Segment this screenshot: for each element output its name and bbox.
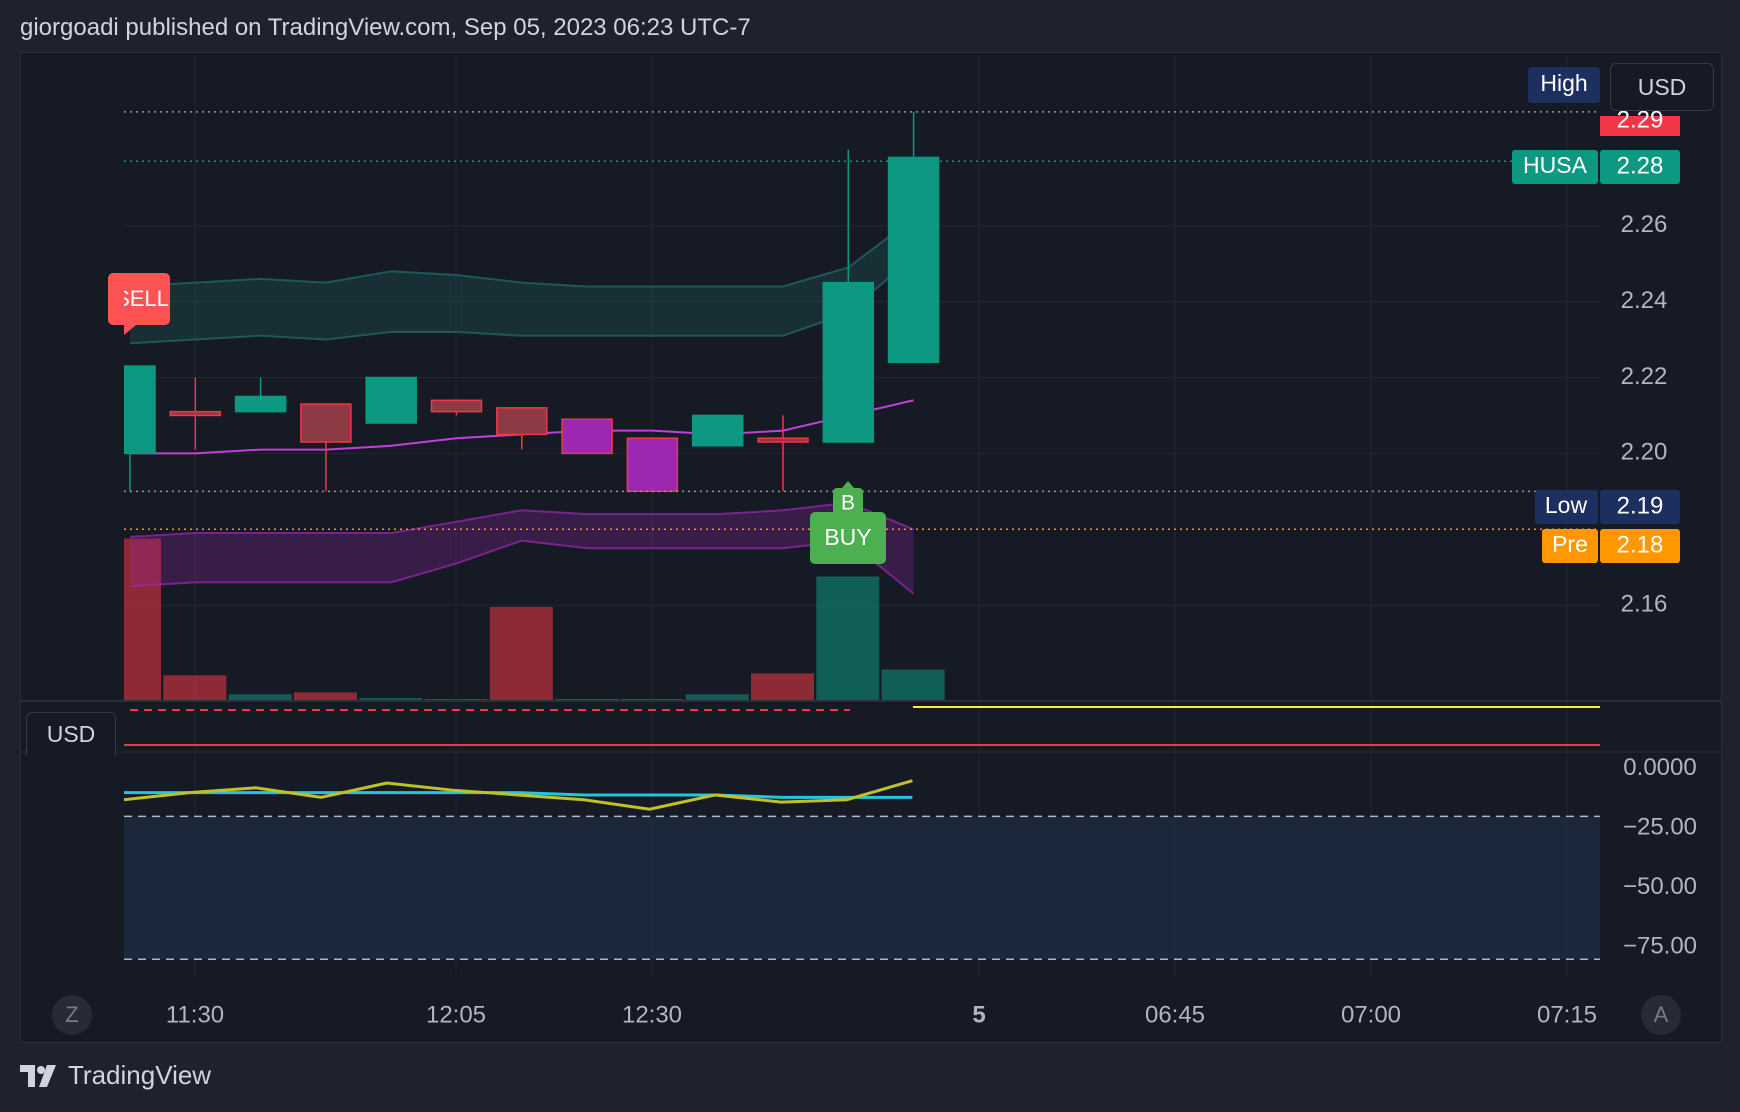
buy-signal-badge — [810, 512, 886, 564]
upper-band-fill — [130, 218, 914, 344]
last-price-badge — [1600, 150, 1680, 184]
upper-band-top — [129, 217, 915, 288]
sell-signal-pointer — [124, 325, 136, 335]
zoom-button[interactable]: Z — [52, 995, 92, 1035]
time-axis-label: 12:30 — [622, 1001, 682, 1028]
symbol-badge — [1512, 150, 1598, 184]
volume-bar — [293, 692, 357, 700]
candle-body — [887, 156, 940, 364]
lower-band-bottom — [129, 539, 915, 595]
upper-band-bottom — [129, 255, 915, 345]
candle-body — [626, 437, 679, 493]
buy-signal-label: BUY — [824, 524, 871, 550]
oscillator-tick-label: −50.00 — [1623, 873, 1697, 900]
time-axis-label: 11:30 — [166, 1001, 224, 1028]
volume-bar — [685, 694, 749, 700]
candle-body — [561, 418, 613, 455]
price-tick-label: 2.24 — [1621, 287, 1668, 314]
auto-scale-button[interactable]: A — [1641, 995, 1681, 1035]
oscillator-yellow-line — [123, 779, 913, 811]
low-value-badge — [1600, 490, 1680, 524]
tradingview-logo-icon — [20, 1064, 56, 1087]
volume-bar — [228, 694, 292, 700]
lower-band-fill — [130, 502, 914, 594]
last-price-label: 2.28 — [1617, 152, 1664, 179]
price-tick-label: 2.20 — [1621, 439, 1668, 466]
candle-body — [757, 437, 809, 443]
low-label: Low — [1545, 492, 1588, 518]
price-tick-label: 2.26 — [1621, 211, 1668, 238]
publisher-attribution: giorgoadi published on TradingView.com, … — [20, 14, 751, 41]
oscillator-cyan-line — [124, 791, 913, 799]
symbol-label: HUSA — [1523, 152, 1588, 178]
sell-signal-label: SELL — [115, 286, 169, 311]
oscillator-zone — [124, 816, 1600, 960]
volume-bar — [359, 698, 423, 700]
pre-label-badge — [1542, 529, 1598, 563]
pane-currency-button[interactable]: USD — [26, 712, 116, 756]
currency-button[interactable]: USD — [1610, 63, 1714, 111]
lower-band-top — [129, 501, 914, 538]
volume-bar — [555, 699, 619, 700]
time-axis-label: 12:05 — [426, 1001, 486, 1028]
oscillator-tick-label: 0.0000 — [1623, 754, 1696, 781]
time-axis-label: 06:45 — [1145, 1001, 1205, 1028]
volume-bar — [489, 606, 553, 700]
low-label-badge — [1535, 490, 1598, 524]
volume-bar — [163, 675, 227, 700]
volume-bar — [124, 538, 161, 700]
pre-value-label: 2.18 — [1617, 531, 1664, 558]
time-axis-label: 07:00 — [1341, 1001, 1401, 1028]
time-axis-label: 07:15 — [1537, 1001, 1597, 1028]
candle-body — [169, 410, 222, 417]
footer: TradingView — [20, 1060, 211, 1091]
buy-short-label: B — [841, 492, 855, 515]
volume-bar — [751, 673, 814, 700]
main-pane — [124, 111, 945, 700]
candle-body — [430, 399, 483, 413]
low-value-label: 2.19 — [1617, 492, 1664, 519]
high-label: High — [1540, 70, 1587, 96]
buy-short-pointer — [842, 481, 854, 488]
volume-bar — [424, 699, 488, 700]
price-tick-label: 2.16 — [1621, 590, 1668, 617]
pre-label: Pre — [1552, 531, 1588, 557]
candle-body — [691, 414, 744, 447]
candle-body — [124, 365, 156, 455]
pre-value-badge — [1600, 529, 1680, 563]
volume-bar — [620, 699, 684, 700]
volume-bar — [816, 576, 880, 700]
candle-body — [496, 407, 548, 436]
oscillator-tick-label: −25.00 — [1623, 814, 1697, 841]
oscillator-tick-label: −75.00 — [1623, 933, 1697, 960]
candle-body — [234, 395, 287, 413]
sell-signal-badge — [108, 273, 170, 325]
candle-body — [300, 403, 352, 443]
high-label-badge — [1528, 67, 1600, 103]
tradingview-brand[interactable]: TradingView — [68, 1060, 212, 1090]
candle-body — [365, 376, 417, 424]
time-axis-label: 5 — [972, 1001, 985, 1028]
price-tick-label: 2.22 — [1621, 363, 1668, 390]
candle-body — [822, 281, 875, 443]
volume-bar — [881, 669, 945, 700]
high-value-badge — [1600, 116, 1680, 136]
